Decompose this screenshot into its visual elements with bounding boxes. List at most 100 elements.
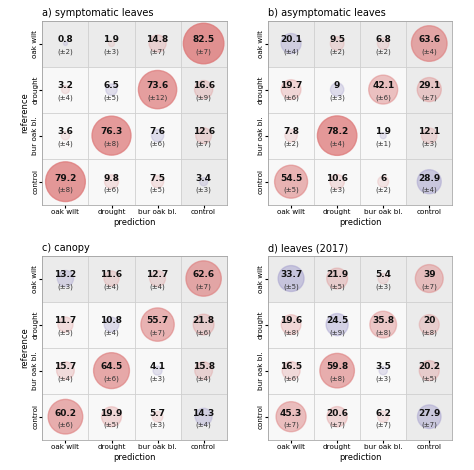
Circle shape (196, 128, 211, 143)
Bar (268, 113, 314, 159)
Bar (135, 113, 181, 159)
Text: (±8): (±8) (421, 329, 437, 336)
Text: (±6): (±6) (57, 421, 73, 428)
Text: d) leaves (2017): d) leaves (2017) (268, 243, 348, 253)
Text: 27.9: 27.9 (418, 408, 440, 417)
Text: (±2): (±2) (375, 48, 391, 55)
Text: 3.6: 3.6 (57, 127, 73, 136)
Circle shape (327, 407, 347, 427)
Bar (406, 67, 452, 113)
Text: 42.1: 42.1 (372, 81, 394, 90)
Circle shape (109, 40, 115, 47)
Bar (135, 256, 181, 302)
Y-axis label: reference: reference (20, 327, 29, 368)
Bar (360, 348, 406, 394)
Bar (268, 21, 314, 67)
Text: 7.5: 7.5 (150, 173, 165, 182)
Circle shape (200, 178, 208, 186)
Text: (±6): (±6) (283, 94, 299, 101)
Text: 15.8: 15.8 (192, 362, 215, 371)
Text: (±4): (±4) (57, 140, 73, 147)
Bar (360, 21, 406, 67)
Text: (±5): (±5) (104, 421, 119, 428)
Text: 76.3: 76.3 (100, 127, 123, 136)
Circle shape (421, 128, 437, 143)
Text: (±7): (±7) (375, 421, 391, 428)
Text: (±7): (±7) (421, 94, 437, 101)
Circle shape (106, 84, 117, 95)
Text: (±4): (±4) (283, 48, 299, 55)
Circle shape (194, 80, 213, 99)
Text: (±3): (±3) (375, 375, 391, 382)
Text: 59.8: 59.8 (326, 362, 348, 371)
Bar (43, 302, 89, 348)
Text: 63.6: 63.6 (418, 35, 440, 44)
Text: (±1): (±1) (375, 140, 391, 147)
Text: (±3): (±3) (329, 186, 345, 193)
Text: 20.2: 20.2 (418, 362, 440, 371)
Bar (181, 67, 227, 113)
Bar (43, 256, 89, 302)
Text: (±4): (±4) (421, 48, 437, 55)
Bar (314, 67, 360, 113)
Bar (43, 67, 89, 113)
Text: 9.8: 9.8 (103, 173, 119, 182)
Text: 62.6: 62.6 (192, 270, 215, 279)
Circle shape (377, 38, 389, 49)
Text: 21.9: 21.9 (326, 270, 348, 279)
Bar (268, 302, 314, 348)
Text: (±4): (±4) (150, 283, 165, 290)
Text: 60.2: 60.2 (55, 408, 76, 417)
Circle shape (195, 408, 212, 425)
Circle shape (141, 308, 174, 341)
Bar (89, 21, 135, 67)
Text: 39: 39 (423, 270, 436, 279)
Text: 33.7: 33.7 (280, 270, 302, 279)
Circle shape (104, 317, 119, 332)
Text: 7.6: 7.6 (150, 127, 165, 136)
Circle shape (149, 35, 166, 52)
Text: 20: 20 (423, 316, 436, 325)
Text: c) canopy: c) canopy (43, 243, 90, 253)
Bar (135, 159, 181, 205)
Bar (268, 159, 314, 205)
Bar (89, 394, 135, 440)
Text: (±5): (±5) (283, 283, 299, 290)
Text: (±6): (±6) (283, 375, 299, 382)
Circle shape (281, 80, 301, 100)
Text: 20.6: 20.6 (326, 408, 348, 417)
Text: (±3): (±3) (329, 94, 345, 101)
Bar (360, 394, 406, 440)
Bar (181, 256, 227, 302)
Text: 6.2: 6.2 (375, 408, 391, 417)
Text: 19.6: 19.6 (280, 316, 302, 325)
Text: 5.4: 5.4 (375, 270, 391, 279)
Circle shape (419, 314, 439, 335)
Text: (±5): (±5) (329, 283, 345, 290)
Bar (314, 348, 360, 394)
Bar (268, 67, 314, 113)
Bar (135, 302, 181, 348)
Text: 3.5: 3.5 (375, 362, 391, 371)
Circle shape (378, 176, 389, 187)
Text: (±2): (±2) (329, 48, 345, 55)
Circle shape (320, 353, 355, 388)
Text: (±9): (±9) (196, 94, 211, 101)
Circle shape (278, 266, 304, 291)
Text: (±12): (±12) (147, 94, 168, 101)
Bar (314, 113, 360, 159)
Text: 6: 6 (380, 173, 386, 182)
Circle shape (380, 133, 386, 139)
Bar (89, 67, 135, 113)
Text: (±8): (±8) (283, 329, 299, 336)
Circle shape (370, 311, 397, 338)
Text: 14.3: 14.3 (192, 408, 215, 417)
Circle shape (281, 315, 301, 335)
Bar (43, 394, 89, 440)
Text: (±3): (±3) (375, 283, 391, 290)
Circle shape (276, 402, 306, 432)
Circle shape (58, 317, 73, 332)
Text: 10.6: 10.6 (326, 173, 348, 182)
Bar (406, 159, 452, 205)
Circle shape (46, 162, 85, 202)
